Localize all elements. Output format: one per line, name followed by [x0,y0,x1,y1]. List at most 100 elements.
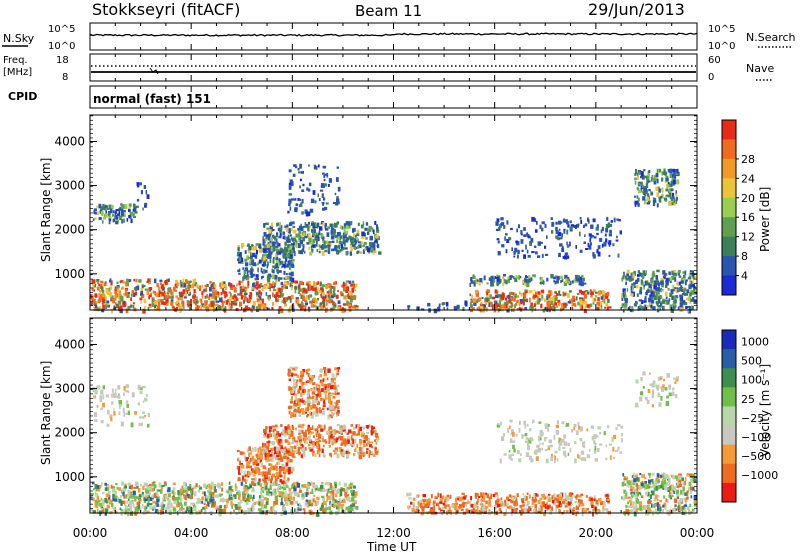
scatter-cell [117,395,121,399]
scatter-cell [337,488,340,492]
scatter-cell [288,222,293,226]
scatter-cell [319,409,322,414]
scatter-cell [319,226,323,231]
scatter-cell [313,483,315,487]
scatter-cell [294,197,297,201]
scatter-cell [194,491,197,497]
scatter-cell [343,482,348,487]
scatter-cell [92,289,95,292]
scatter-cell [527,235,531,239]
scatter-cell [172,510,176,514]
scatter-cell [242,496,245,502]
scatter-cell [655,173,659,177]
scatter-cell [212,293,216,299]
scatter-cell [200,508,203,513]
scatter-cell [274,482,278,486]
scatter-cell [332,495,335,501]
scatter-cell [472,275,476,279]
scatter-cell [277,309,281,314]
scatter-cell [326,284,330,287]
scatter-cell [495,274,498,277]
scatter-cell [352,285,355,289]
scatter-cell [93,210,96,214]
scatter-cell [333,412,336,415]
scatter-cell [366,247,371,253]
scatter-cell [299,293,302,296]
scatter-cell [100,206,104,210]
scatter-cell [299,280,302,285]
scatter-cell [555,274,558,278]
scatter-cell [251,478,255,481]
scatter-cell [313,285,317,290]
scatter-cell [295,366,299,370]
scatter-cell [329,394,333,397]
scatter-cell [333,386,337,390]
scatter-cell [304,299,308,302]
scatter-cell [303,440,307,444]
scatter-cell [318,251,321,254]
scatter-cell [296,299,300,305]
scatter-cell [323,500,327,506]
scatter-cell [330,503,332,507]
date-title: 29/Jun/2013 [588,0,685,19]
scatter-cell [114,388,117,394]
scatter-cell [496,498,500,503]
scatter-cell [291,439,295,444]
scatter-cell [278,462,281,466]
scatter-cell [505,279,508,285]
scatter-cell [208,496,211,501]
scatter-cell [607,222,610,226]
scatter-cell [293,486,297,492]
scatter-cell [336,369,339,373]
scatter-cell [571,301,574,304]
scatter-cell [657,307,660,311]
scatter-cell [616,235,618,239]
scatter-cell [96,385,99,390]
scatter-cell [138,422,141,427]
scatter-cell [663,197,668,201]
scatter-cell [337,392,340,395]
scatter-cell [274,478,278,482]
scatter-cell [90,496,93,499]
scatter-cell [99,399,103,403]
scatter-cell [568,280,571,284]
scatter-cell [124,204,128,210]
scatter-cell [446,307,449,310]
scatter-cell [162,504,166,508]
scatter-cell [321,245,324,249]
scatter-cell [270,478,272,484]
scatter-cell [106,484,110,488]
scatter-cell [105,210,107,216]
scatter-cell [478,306,481,312]
scatter-cell [298,433,301,436]
scatter-cell [246,274,249,277]
scatter-cell [301,386,305,390]
scatter-cell [320,185,323,188]
scatter-cell [297,446,300,452]
scatter-cell [94,412,98,416]
scatter-cell [125,412,128,415]
scatter-cell [278,445,281,451]
scatter-cell [636,285,639,289]
scatter-cell [681,289,684,292]
scatter-cell [125,281,127,287]
scatter-cell [358,430,360,436]
scatter-cell [271,222,274,227]
scatter-cell [120,214,123,218]
scatter-cell [517,249,520,254]
scatter-cell [331,300,334,303]
scatter-cell [289,276,293,282]
scatter-cell [284,261,287,265]
scatter-cell [530,237,534,243]
scatter-cell [106,290,110,295]
scatter-cell [283,456,286,459]
scatter-cell [670,289,674,293]
scatter-cell [95,504,99,509]
scatter-cell [564,255,568,260]
scatter-cell [140,301,142,304]
scatter-cell [472,506,476,511]
scatter-cell [142,400,145,403]
scatter-cell [284,303,287,307]
scatter-cell [330,228,335,231]
scatter-cell [462,498,465,502]
